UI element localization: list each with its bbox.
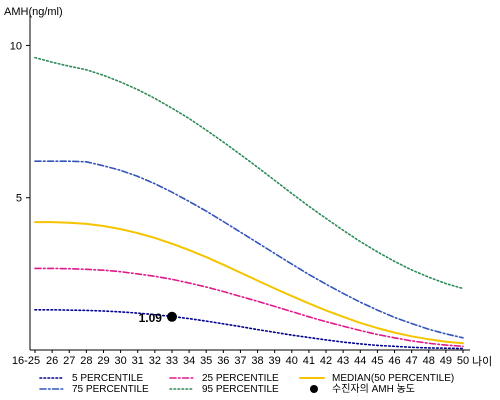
- x-tick-label-24: 49: [440, 355, 452, 367]
- x-tick-label-0: 16-25: [12, 355, 40, 367]
- x-tick-label-13: 38: [251, 355, 263, 367]
- x-tick-label-17: 42: [320, 355, 332, 367]
- x-tick-label-15: 40: [286, 355, 298, 367]
- series-line-4: [34, 56, 464, 290]
- x-tick-label-22: 47: [406, 355, 418, 367]
- y-tick-label-1: 10: [10, 40, 22, 52]
- x-tick-label-8: 33: [166, 355, 178, 367]
- series-line-3: [34, 160, 464, 339]
- y-tick-label-0: 5: [16, 193, 22, 205]
- x-tick-label-10: 35: [200, 355, 212, 367]
- x-tick-label-9: 34: [183, 355, 195, 367]
- x-tick-label-19: 44: [354, 355, 366, 367]
- legend-swatch-patient: [310, 385, 318, 393]
- x-tick-label-12: 37: [234, 355, 246, 367]
- x-tick-label-25: 50: [457, 355, 469, 367]
- x-tick-label-20: 45: [371, 355, 383, 367]
- patient-point-label: 1.09: [139, 311, 163, 325]
- legend-label-0: 5 PERCENTILE: [72, 373, 143, 384]
- x-tick-label-1: 26: [46, 355, 58, 367]
- x-tick-label-5: 30: [114, 355, 126, 367]
- legend: 5 PERCENTILE 25 PERCENTILE MEDIAN(50 PERCE…: [39, 373, 454, 395]
- x-tick-label-2: 27: [63, 355, 75, 367]
- patient-point-group: 1.09: [139, 311, 177, 325]
- y-axis-title: AMH(ng/ml): [4, 6, 63, 18]
- x-tick-label-18: 43: [337, 355, 349, 367]
- series-line-1: [34, 267, 464, 348]
- x-ticks: 16-25 26 27 28 29 30 31 32 33 34 35 36 37 38 39 40 41 42 4…: [12, 350, 469, 367]
- x-tick-label-3: 28: [80, 355, 92, 367]
- x-tick-label-7: 32: [149, 355, 161, 367]
- x-tick-label-6: 31: [132, 355, 144, 367]
- x-tick-label-16: 41: [303, 355, 315, 367]
- x-tick-label-14: 39: [269, 355, 281, 367]
- patient-point: [166, 311, 177, 322]
- x-tick-label-11: 36: [217, 355, 229, 367]
- y-ticks: 5 10: [10, 40, 30, 205]
- x-tick-label-4: 29: [97, 355, 109, 367]
- legend-label-2: MEDIAN(50 PERCENTILE): [332, 373, 454, 384]
- x-tick-label-23: 48: [423, 355, 435, 367]
- legend-label-3: 75 PERCENTILE: [72, 384, 149, 395]
- x-axis-title: 나이: [472, 355, 492, 368]
- x-tick-label-21: 46: [388, 355, 400, 367]
- series-lines: [34, 56, 464, 350]
- series-line-2: [34, 221, 464, 345]
- legend-label-patient: 수진자의 AMH 농도: [332, 383, 415, 395]
- legend-label-4: 95 PERCENTILE: [202, 384, 279, 395]
- legend-label-1: 25 PERCENTILE: [202, 373, 279, 384]
- series-line-0: [34, 308, 464, 350]
